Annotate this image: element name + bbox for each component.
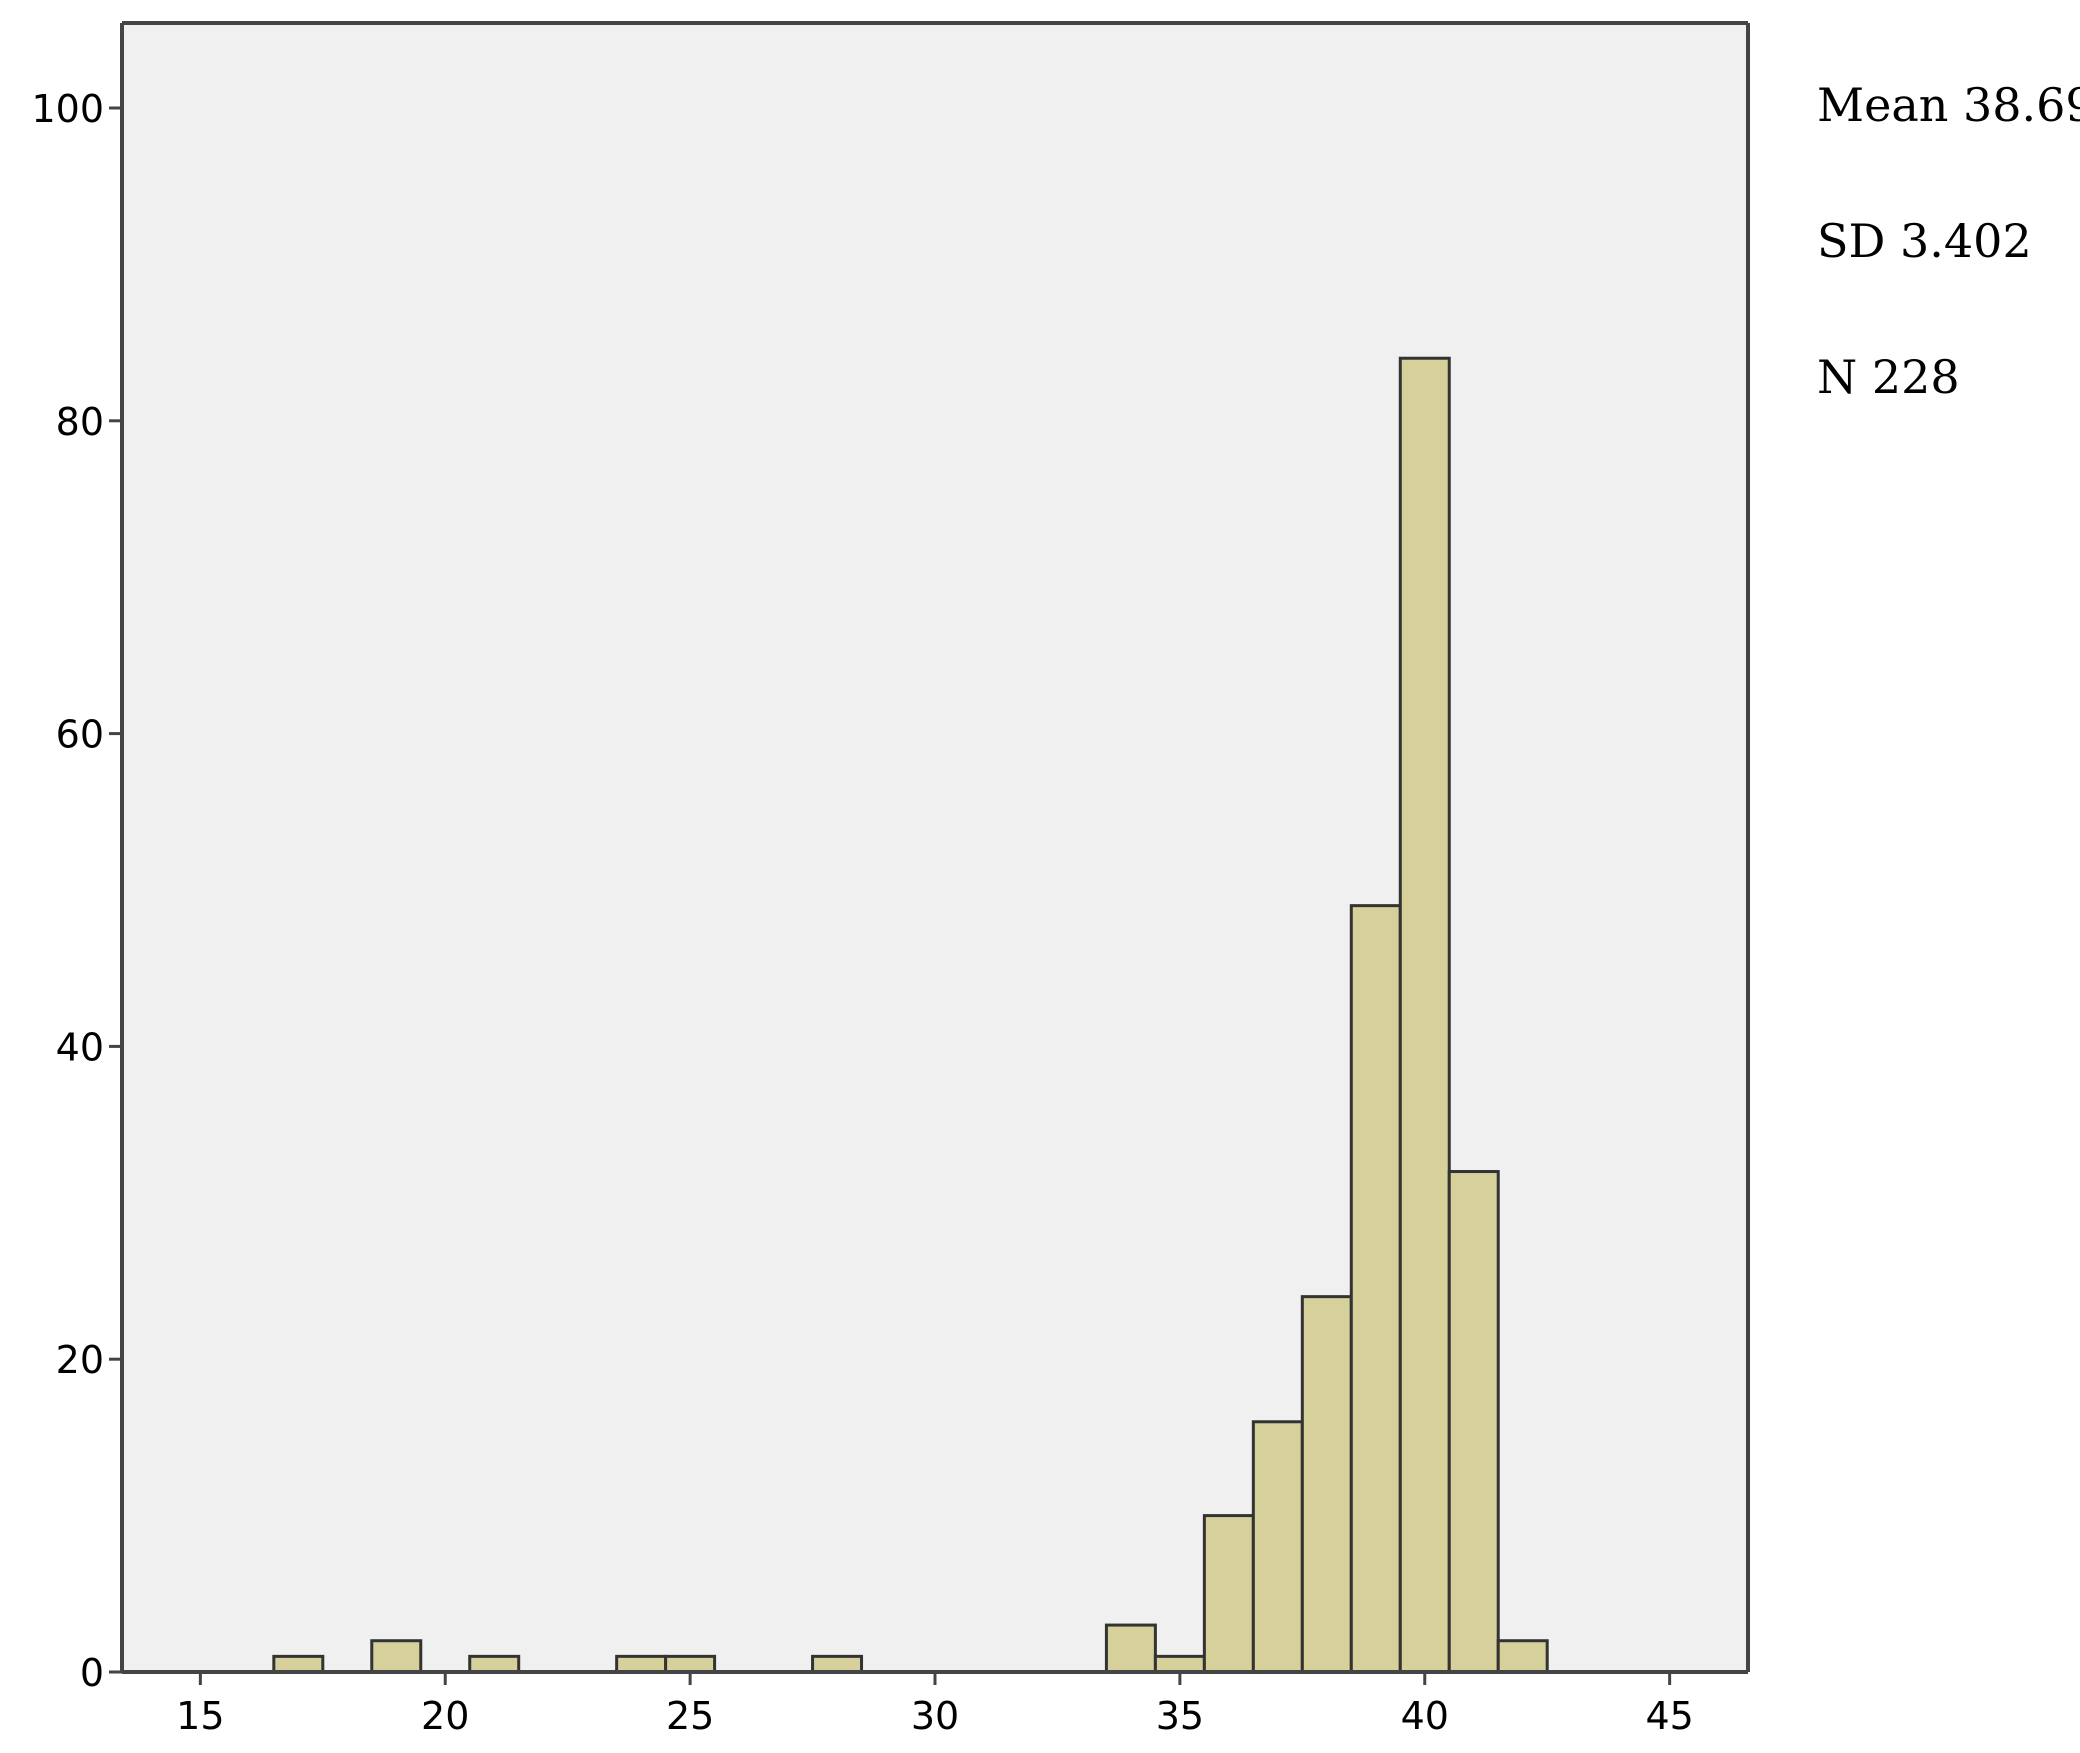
histogram-bar bbox=[1153, 1654, 1206, 1674]
x-tick-label: 35 bbox=[1156, 1694, 1204, 1738]
y-tick-label: 80 bbox=[56, 400, 104, 444]
histogram-bar bbox=[1447, 1170, 1500, 1674]
n-statistic: N 228 bbox=[1817, 350, 1960, 404]
histogram-bar bbox=[664, 1654, 717, 1674]
histogram-bar bbox=[1496, 1639, 1549, 1674]
histogram-bar bbox=[1251, 1420, 1304, 1674]
histogram-bar bbox=[1202, 1514, 1255, 1674]
y-tick-label: 100 bbox=[31, 87, 104, 131]
plot-area bbox=[122, 23, 1748, 1672]
histogram-bar bbox=[468, 1654, 521, 1674]
axes-group: 15 20 25 30 35 40 45 0 20 40 60 80 100 bbox=[31, 21, 1750, 1738]
histogram-bar bbox=[1300, 1295, 1353, 1674]
x-tick-label: 45 bbox=[1645, 1694, 1693, 1738]
x-tick-label: 25 bbox=[666, 1694, 714, 1738]
y-tick-label: 0 bbox=[80, 1651, 104, 1695]
y-tick-label: 40 bbox=[56, 1025, 104, 1069]
histogram-bar bbox=[370, 1639, 423, 1674]
sd-statistic: SD 3.402 bbox=[1817, 214, 2032, 268]
y-tick-label: 60 bbox=[56, 713, 104, 757]
histogram-bar bbox=[615, 1654, 668, 1674]
x-tick-label: 20 bbox=[421, 1694, 469, 1738]
x-tick-label: 40 bbox=[1401, 1694, 1449, 1738]
x-tick-label: 30 bbox=[911, 1694, 959, 1738]
histogram-bar bbox=[811, 1654, 864, 1674]
mean-statistic: Mean 38.69 bbox=[1817, 78, 2080, 132]
histogram-bar bbox=[1398, 356, 1451, 1674]
x-tick-label: 15 bbox=[176, 1694, 224, 1738]
histogram-bar bbox=[1104, 1623, 1157, 1674]
y-tick-label: 20 bbox=[56, 1338, 104, 1382]
bars-group bbox=[272, 356, 1549, 1674]
histogram-bar bbox=[1349, 904, 1402, 1674]
histogram-bar bbox=[272, 1654, 325, 1674]
